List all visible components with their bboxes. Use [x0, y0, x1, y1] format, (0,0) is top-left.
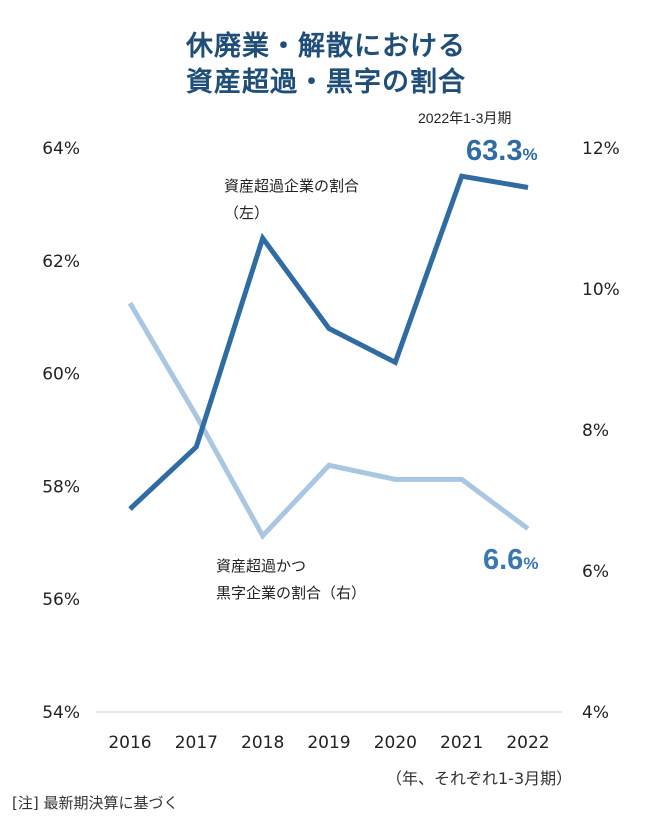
series-line-asset-surplus-profitable [127, 301, 530, 541]
x-axis-unit-note: （年、それぞれ1-3月期） [386, 769, 573, 788]
y-left-tick-label: 60% [42, 365, 80, 385]
x-tick-label: 2022 [506, 733, 549, 753]
x-tick-label: 2016 [108, 733, 151, 753]
series-left-label: 資産超過企業の割合 [224, 177, 359, 195]
y-left-tick-label: 62% [42, 252, 80, 272]
x-tick-label: 2018 [241, 733, 284, 753]
y-left-tick-label: 56% [42, 590, 80, 610]
series-right-end-value: 6.6% [483, 544, 538, 576]
y-right-tick-label: 12% [582, 139, 620, 159]
chart-title-line2: 資産超過・黒字の割合 [186, 67, 466, 98]
series-left-end-value: 63.3% [466, 135, 538, 167]
y-right-tick-label: 4% [582, 703, 609, 723]
series-right-label: 資産超過かつ [216, 557, 306, 575]
period-label: 2022年1-3月期 [418, 110, 511, 126]
y-right-tick-label: 6% [582, 562, 609, 582]
y-left-tick-label: 54% [42, 703, 80, 723]
y-right-tick-label: 8% [582, 421, 609, 441]
y-left-tick-label: 64% [42, 139, 80, 159]
chart-title-line1: 休廃業・解散における [186, 31, 466, 62]
x-tick-label: 2019 [307, 733, 350, 753]
x-tick-label: 2021 [440, 733, 483, 753]
y-left-tick-label: 58% [42, 477, 80, 497]
series-left-label-suffix: （左） [224, 204, 269, 222]
x-tick-label: 2017 [175, 733, 218, 753]
y-right-tick-label: 10% [582, 280, 620, 300]
series-right-label-line2: 黒字企業の割合（右） [216, 584, 366, 602]
x-tick-label: 2020 [374, 733, 417, 753]
series-line-asset-surplus [128, 173, 529, 511]
footnote: [注] 最新期決算に基づく [12, 794, 179, 812]
